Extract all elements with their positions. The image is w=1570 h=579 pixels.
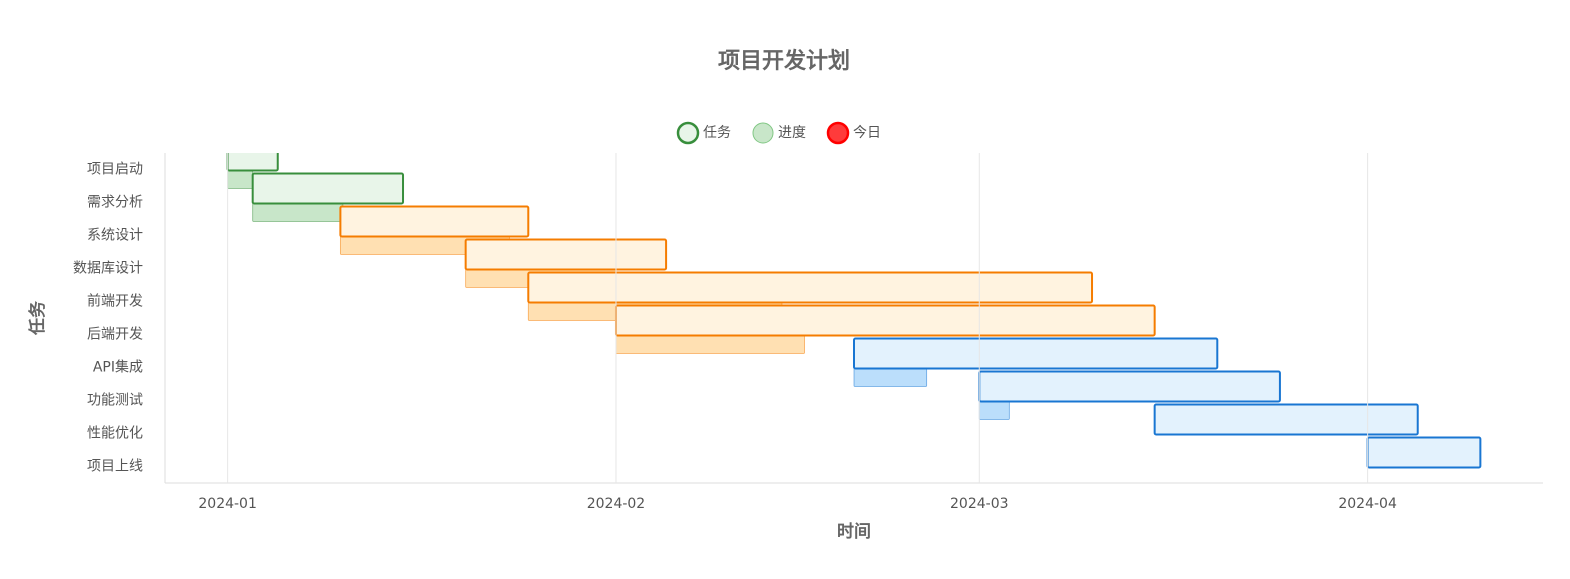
- y-tick-label: 数据库设计: [73, 261, 143, 277]
- task-bar: [464, 238, 668, 271]
- x-tick-label: 2024-04: [1338, 496, 1397, 512]
- progress-bar: [853, 368, 928, 387]
- legend-label: 进度: [778, 125, 806, 141]
- task-bar: [1153, 403, 1419, 436]
- y-tick-label: 项目启动: [87, 162, 143, 178]
- x-tick-label: 2024-03: [950, 496, 1009, 512]
- legend-label: 任务: [703, 125, 731, 141]
- task-bar: [853, 337, 1219, 370]
- y-tick-label: 前端开发: [87, 293, 143, 310]
- task-bar: [614, 304, 1156, 337]
- task-bar: [978, 370, 1281, 403]
- progress-bar: [978, 401, 1010, 420]
- task-bar: [226, 153, 279, 172]
- x-axis-title: 时间: [837, 521, 871, 542]
- legend-label: 今日: [853, 125, 881, 141]
- y-tick-label: 需求分析: [87, 195, 143, 211]
- task-bar: [251, 172, 405, 205]
- y-tick-label: 项目上线: [87, 459, 143, 475]
- y-tick-label: API集成: [93, 359, 143, 376]
- plot-area: [226, 153, 1482, 469]
- task-bar: [1366, 436, 1482, 469]
- y-tick-label: 系统设计: [87, 228, 143, 244]
- progress-bar: [615, 335, 805, 354]
- legend-marker: [752, 122, 774, 144]
- y-tick-label: 功能测试: [87, 393, 143, 409]
- y-axis-title: 任务: [27, 300, 48, 336]
- y-tick-label: 性能优化: [87, 426, 143, 442]
- progress-bar: [252, 203, 344, 222]
- x-tick-label: 2024-02: [587, 496, 646, 512]
- task-bar: [527, 271, 1094, 304]
- progress-bar: [227, 170, 254, 189]
- task-bar: [339, 205, 530, 238]
- chart-title: 项目开发计划: [718, 48, 850, 74]
- legend-marker: [676, 121, 700, 145]
- y-tick-label: 后端开发: [87, 327, 143, 343]
- x-tick-label: 2024-01: [198, 496, 257, 512]
- legend-marker: [826, 121, 850, 145]
